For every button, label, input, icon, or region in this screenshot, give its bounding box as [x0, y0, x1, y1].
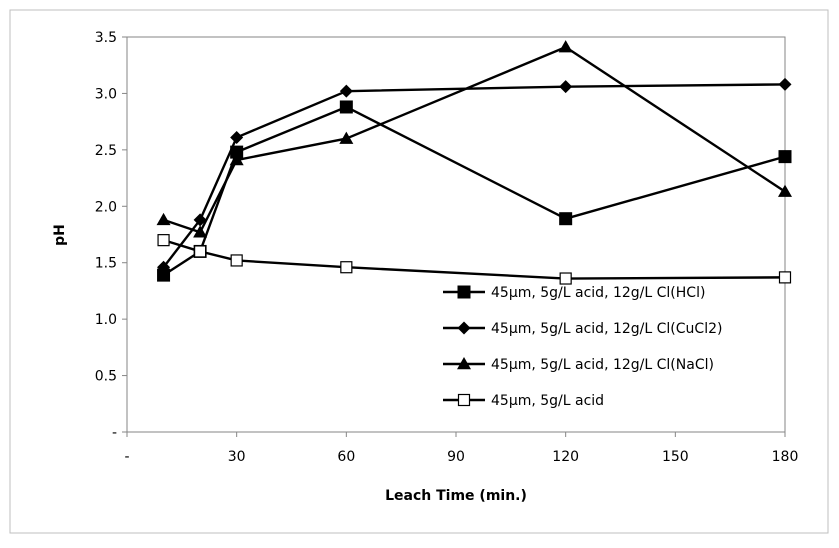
y-tick-label: -	[112, 425, 117, 441]
legend-marker	[457, 393, 471, 407]
data-point	[194, 245, 207, 258]
series-3	[156, 40, 792, 238]
data-point	[340, 261, 353, 274]
data-point	[778, 77, 792, 91]
x-tick-label: 90	[447, 449, 465, 465]
data-point	[778, 150, 792, 164]
y-tick-label: 2.0	[95, 199, 117, 215]
data-point	[559, 212, 573, 226]
y-tick-label: 1.0	[95, 312, 117, 328]
x-tick-label: 30	[228, 449, 246, 465]
legend-item: 45μm, 5g/L acid, 12g/L Cl(CuCl2)	[443, 321, 722, 337]
data-point	[559, 80, 573, 94]
data-point	[558, 40, 573, 53]
data-point	[559, 272, 572, 285]
data-point	[193, 213, 207, 227]
legend-marker	[457, 321, 471, 335]
y-tick-label: 2.5	[95, 143, 117, 159]
data-point	[157, 260, 171, 274]
legend-item: 45μm, 5g/L acid	[443, 393, 604, 409]
data-point	[157, 234, 170, 247]
x-tick-label: 150	[662, 449, 689, 465]
series-2	[157, 77, 792, 274]
legend-label: 45μm, 5g/L acid, 12g/L Cl(CuCl2)	[491, 321, 722, 337]
axes: - 0.5 1.0 1.5 2.0 2.5 3.0 3.5 - 30 60 90 120 150 180	[95, 30, 799, 465]
data-point	[339, 100, 353, 114]
y-tick-label: 0.5	[95, 369, 117, 385]
legend-marker	[457, 357, 471, 370]
data-point	[193, 225, 208, 238]
data-point	[778, 184, 792, 197]
series-layer	[156, 40, 792, 285]
data-point	[778, 271, 792, 284]
x-tick-label: 180	[772, 449, 799, 465]
x-tick-label: 60	[337, 449, 355, 465]
legend-item: 45μm, 5g/L acid, 12g/L Cl(HCl)	[443, 285, 705, 301]
legend-label: 45μm, 5g/L acid, 12g/L Cl(HCl)	[491, 285, 705, 301]
data-point	[339, 131, 354, 144]
legend-label: 45μm, 5g/L acid	[491, 393, 604, 409]
legend: 45μm, 5g/L acid, 12g/L Cl(HCl) 45μm, 5g/L…	[443, 285, 722, 409]
y-axis-title: pH	[52, 224, 68, 246]
legend-item: 45μm, 5g/L acid, 12g/L Cl(NaCl)	[443, 357, 714, 373]
data-point	[339, 84, 353, 98]
series-line	[163, 45, 786, 234]
y-tick-label: 1.5	[95, 256, 117, 272]
legend-label: 45μm, 5g/L acid, 12g/L Cl(NaCl)	[491, 357, 714, 373]
data-point	[156, 212, 171, 226]
series-line	[162, 83, 786, 268]
x-axis-title: Leach Time (min.)	[385, 488, 527, 504]
y-tick-label: 3.0	[95, 86, 117, 102]
data-point	[230, 130, 244, 144]
x-tick-label: 120	[552, 449, 579, 465]
legend-marker	[457, 285, 471, 299]
series-4	[157, 234, 792, 285]
data-point	[229, 153, 244, 166]
data-point	[230, 254, 243, 267]
x-tick-label: -	[124, 449, 129, 465]
y-tick-label: 3.5	[95, 30, 117, 46]
